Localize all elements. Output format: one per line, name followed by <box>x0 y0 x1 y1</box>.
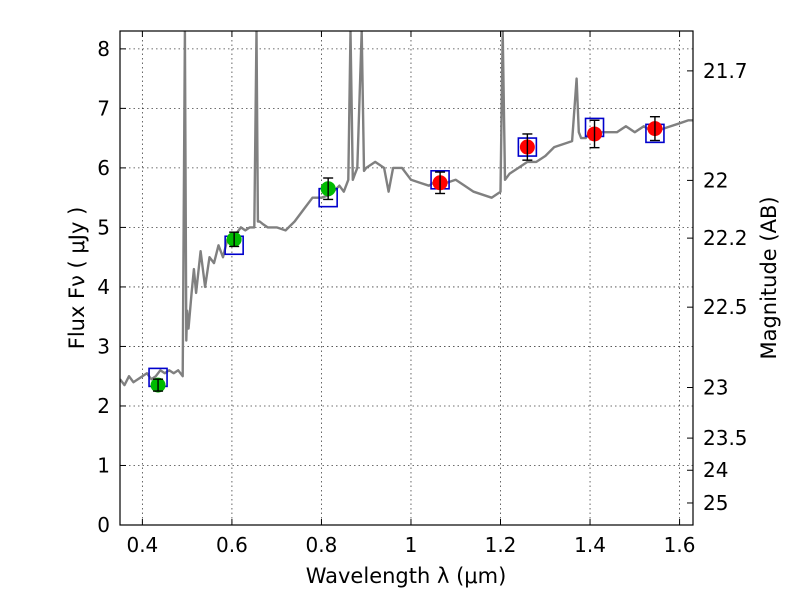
y-tick-label: 2 <box>97 394 110 418</box>
x-tick-label: 1.4 <box>574 533 606 557</box>
right-tick-label: 25 <box>703 491 728 515</box>
x-tick-label: 1.2 <box>485 533 517 557</box>
right-tick-label: 22 <box>703 168 728 192</box>
x-tick-label: 0.8 <box>306 533 338 557</box>
y-tick-label: 3 <box>97 334 110 358</box>
y-axis-label: Flux Fν ( μJy ) <box>65 207 89 350</box>
right-tick-label: 22.2 <box>703 226 748 250</box>
right-tick-label: 23 <box>703 376 728 400</box>
y-tick-label: 7 <box>97 96 110 120</box>
x-tick-label: 0.6 <box>216 533 248 557</box>
y-tick-label: 1 <box>97 453 110 477</box>
x-axis-label: Wavelength λ (μm) <box>306 564 507 588</box>
x-tick-label: 1.6 <box>664 533 696 557</box>
y-tick-label: 6 <box>97 156 110 180</box>
y-tick-label: 0 <box>97 513 110 537</box>
y-tick-label: 5 <box>97 215 110 239</box>
model-sed-layer <box>120 31 693 387</box>
x-tick-label: 0.4 <box>126 533 158 557</box>
y-tick-label: 4 <box>97 275 110 299</box>
right-tick-label: 24 <box>703 458 728 482</box>
grid <box>120 31 693 526</box>
right-tick-label: 22.5 <box>703 295 748 319</box>
y-tick-label: 8 <box>97 37 110 61</box>
plot-area <box>120 31 693 393</box>
axis-ticks: 0.4 0.6 0.8 1 1.2 1.4 1.601234567821.72222.222… <box>97 31 748 557</box>
model-sed-line <box>120 31 693 387</box>
y-axis-right-label: Magnitude (AB) <box>757 196 781 359</box>
x-tick-label: 1 <box>405 533 418 557</box>
data-points-layer <box>148 116 665 393</box>
right-tick-label: 23.5 <box>703 426 748 450</box>
right-tick-label: 21.7 <box>703 59 748 83</box>
plot-frame <box>119 30 694 526</box>
